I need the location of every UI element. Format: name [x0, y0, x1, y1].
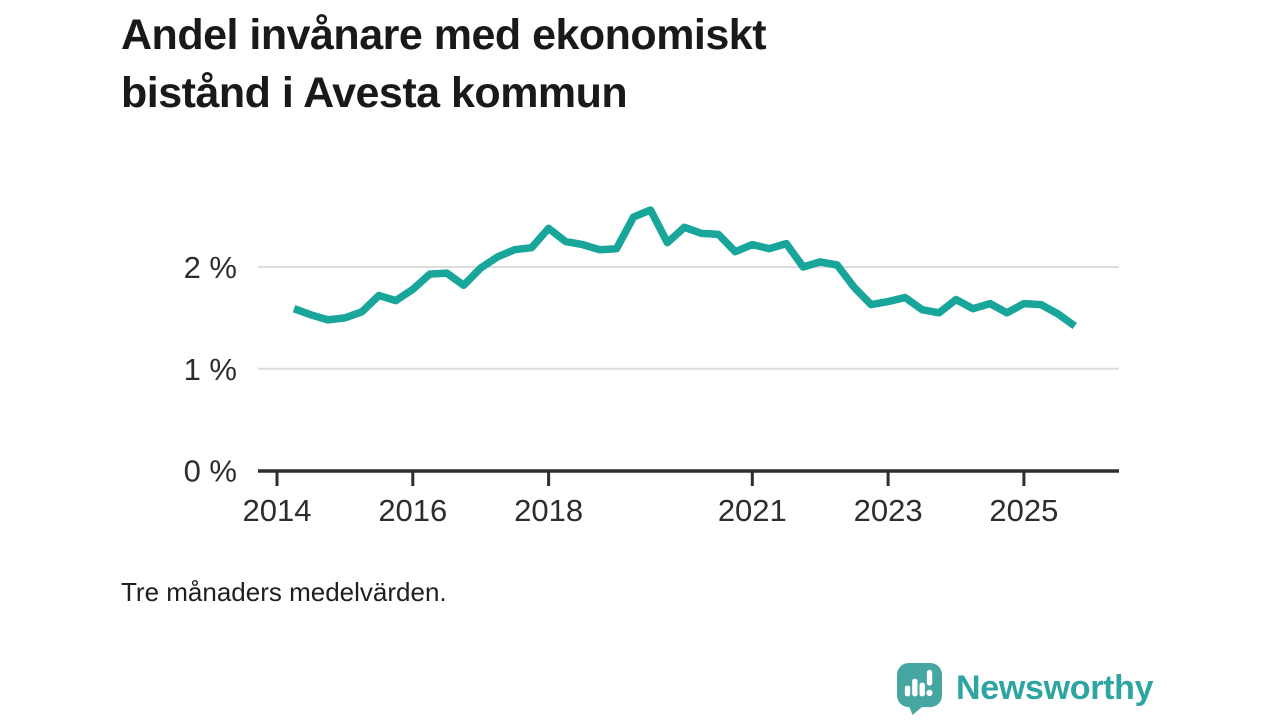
x-tick-label: 2021 [718, 493, 787, 528]
y-tick-label: 2 % [184, 250, 237, 285]
y-axis-labels: 0 % 1 % 2 % [184, 250, 237, 489]
footnote: Tre månaders medelvärden. [121, 577, 447, 607]
newsworthy-logo-icon [896, 663, 943, 715]
x-tick-label: 2014 [243, 493, 312, 528]
chart-title-line2: bistånd i Avesta kommun [121, 69, 628, 117]
x-axis-ticks [275, 472, 1026, 486]
y-tick-label: 0 % [184, 454, 237, 489]
x-tick-label: 2023 [854, 493, 923, 528]
x-tick-label: 2018 [514, 493, 583, 528]
x-tick-label: 2025 [989, 493, 1058, 528]
newsworthy-logo: Newsworthy [896, 662, 1154, 715]
data-line [292, 206, 1077, 330]
x-tick-label: 2016 [378, 493, 447, 528]
y-tick-label: 1 % [184, 352, 237, 387]
chart-title: Andel invånare med ekonomiskt bistånd i … [121, 6, 767, 122]
bar-chart-glyph [904, 678, 925, 697]
newsworthy-logo-text: Newsworthy [956, 669, 1154, 707]
exclamation-glyph [926, 669, 933, 697]
chart-title-line1: Andel invånare med ekonomiskt [121, 11, 767, 59]
gridlines [258, 266, 1119, 370]
x-axis-labels: 2014 2016 2018 2021 2023 2025 [243, 493, 1059, 528]
